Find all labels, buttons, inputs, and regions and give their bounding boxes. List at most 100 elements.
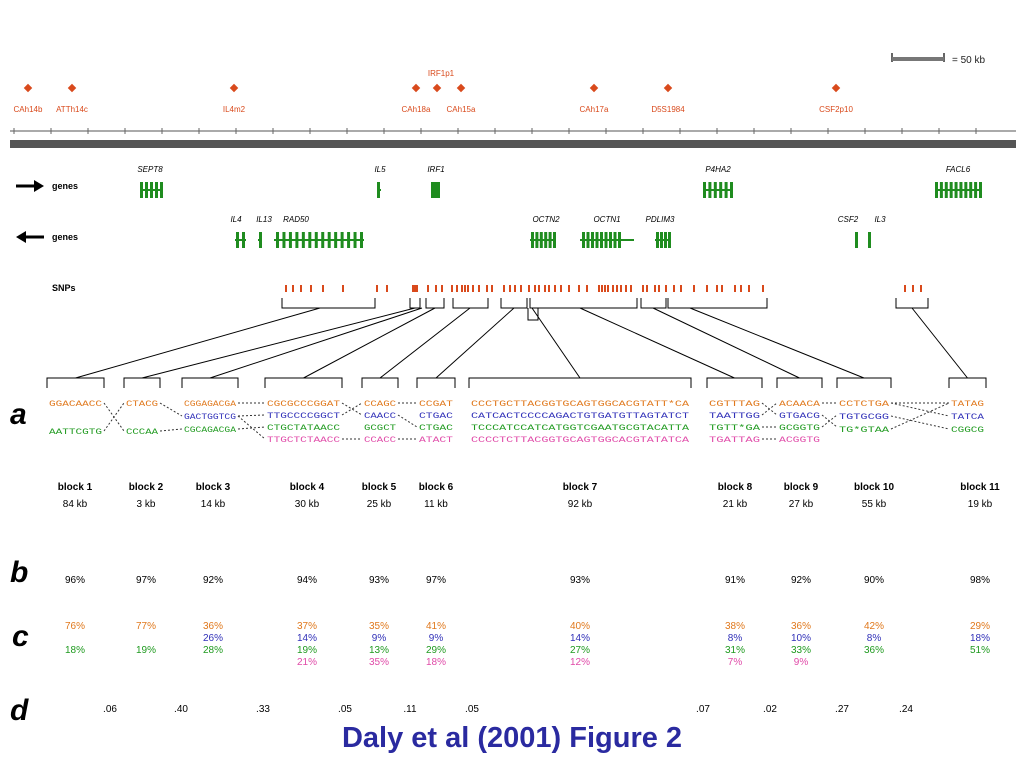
haplotype-sequence: TTGCTCTAACC [267,436,340,445]
haplotype-frequency: 36% [203,621,223,632]
gene-il5 [377,182,381,198]
snp-mark [461,285,463,292]
panel-b-coverage: 96% 97% 92% 94% 93% 97% 93% 91% 92% 90% 98% [65,575,990,586]
haplotype-frequency: 76% [65,621,85,632]
marker-point [67,83,77,93]
snp-mark [451,285,453,292]
haplotype-sequence: TATAG [951,400,984,409]
snp-mark [427,285,429,292]
block-name: block 6 [419,482,454,493]
haplotype-frequency: 40% [570,621,590,632]
coverage-value: 96% [65,575,85,586]
haplotype-frequency: 26% [203,633,223,644]
haplotype-frequency: 19% [136,645,156,656]
haplotype-frequency: 12% [570,657,590,668]
snp-mark [416,285,418,292]
haplotype-block: CGTTTAG TAATTGG TGTT*GA TGATTAG [709,400,760,445]
gene-sept8 [140,182,163,198]
gene-rad50 [274,232,364,248]
gene-label: IL3 [874,215,886,224]
marker-point [432,83,442,93]
haplotype-sequence: GGACAACC [49,400,102,409]
marker-point [23,83,33,93]
snp-mark [376,285,378,292]
snp-mark [616,285,618,292]
gene-label: P4HA2 [705,165,731,174]
gene-label: RAD50 [283,215,309,224]
block-name: block 7 [563,482,598,493]
coverage-value: 92% [791,575,811,586]
marker-point [229,83,239,93]
marker-label: CSF2p10 [819,105,853,114]
chromosome-axis [10,128,1016,148]
haplotype-sequence: CGCGCCCGGAT [267,400,340,409]
gene-label: IL13 [256,215,272,224]
block-bracket [281,298,376,309]
gene-irf1 [431,182,440,198]
haplotype-sequence: CTGAC [419,424,453,433]
haplotype-frequency: 14% [570,633,590,644]
gene-p4ha2 [703,182,733,198]
block-bracket [416,377,456,388]
block-size: 19 kb [968,499,993,510]
coverage-value: 97% [136,575,156,586]
haplotype-frequency: 36% [864,645,884,656]
haplotype-frequency: 28% [203,645,223,656]
block-name: block 10 [854,482,894,493]
haplotype-frequency: 27% [570,645,590,656]
snp-mark [658,285,660,292]
marker-point [411,83,421,93]
block-bracket [409,298,421,309]
haplotype-frequency: 37% [297,621,317,632]
snp-mark [721,285,723,292]
haplotype-frequency: 33% [791,645,811,656]
snp-mark [310,285,312,292]
panel-a-haplotypes: GGACAACC AATTCGTG CTACG CCCAA CGGAGACGA GACTG… [46,377,987,445]
panel-label-a: a [10,398,27,431]
haplotype-frequency: 35% [369,621,389,632]
haplotype-sequence: TCCCATCCATCATGGTCGAATGCGTACATTA [471,424,689,433]
haplotype-frequency: 9% [372,633,387,644]
snp-mark [300,285,302,292]
gene-label: CSF2 [838,215,859,224]
block-name: block 8 [718,482,753,493]
scale-bar-label: = 50 kb [952,55,986,66]
snp-mark [554,285,556,292]
haplotype-block: CCGAT CTGAC CTGAC ATACT [419,400,453,445]
gene-il3 [868,232,871,248]
haplotype-sequence: CCACC [364,436,396,445]
haplotype-sequence: CCTCTGA [839,400,889,409]
d-value: .06 [103,704,117,715]
block-bracket [529,298,638,309]
block-bracket [895,298,929,309]
snp-mark [486,285,488,292]
left-arrow-icon [16,231,44,243]
snp-mark [514,285,516,292]
snp-mark [342,285,344,292]
right-arrow-icon [16,180,44,192]
snp-mark [601,285,603,292]
block-size: 3 kb [137,499,156,510]
snp-mark [604,285,606,292]
marker-label: D5S1984 [651,105,685,114]
haplotype-block: CTACG CCCAA [126,400,158,437]
snp-mark [693,285,695,292]
d-value: .05 [465,704,479,715]
d-value: .24 [899,704,913,715]
haplotype-sequence: CCCTGCTTACGGTGCAGTGGCACGTATT*CA [471,400,689,409]
block-bracket [468,377,692,388]
snp-mark [734,285,736,292]
snp-mark [578,285,580,292]
snp-mark [625,285,627,292]
haplotype-frequency: 9% [429,633,444,644]
snp-mark [680,285,682,292]
marker-label: IL4m2 [223,105,246,114]
snp-mark [904,285,906,292]
scale-bar: = 50 kb [891,53,986,66]
snp-mark [598,285,600,292]
haplotype-frequency: 13% [369,645,389,656]
snp-mark [568,285,570,292]
haplotype-frequency: 42% [864,621,884,632]
marker-label: CAh18a [402,105,431,114]
haplotype-sequence: GCGCT [364,424,396,433]
